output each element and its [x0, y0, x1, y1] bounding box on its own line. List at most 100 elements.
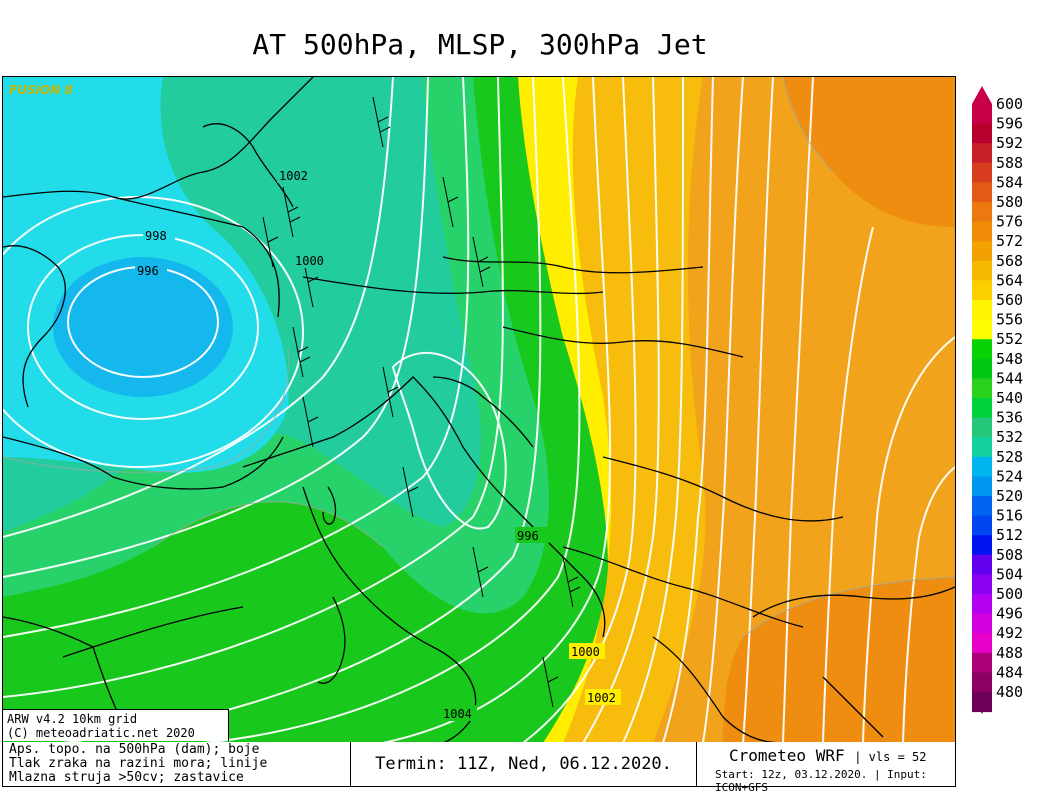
colorbar-label: 596	[996, 115, 1023, 133]
footer-brand-line: Crometeo WRF | vls = 52	[729, 746, 926, 765]
field-572-south	[723, 577, 955, 743]
colorbar-bin	[972, 260, 992, 281]
isobar-label-bg-1	[277, 167, 313, 183]
colorbar-bin	[972, 358, 992, 379]
footer-legend-line-1: Aps. topo. na 500hPa (dam); boje	[9, 742, 260, 757]
colorbar-bin	[972, 241, 992, 262]
colorbar-label: 512	[996, 526, 1023, 544]
colorbar-bin	[972, 417, 992, 438]
isobar-label-998: 998	[145, 229, 167, 243]
colorbar-label: 504	[996, 565, 1023, 583]
colorbar-label: 572	[996, 232, 1023, 250]
colorbar-bin	[972, 613, 992, 634]
model-info-box: ARW v4.2 10km grid (C) meteoadriatic.net…	[3, 709, 229, 741]
colorbar-bin	[972, 496, 992, 517]
colorbar-label: 500	[996, 585, 1023, 603]
colorbar-label: 480	[996, 683, 1023, 701]
isobar-label-bg-6	[569, 643, 605, 659]
isobars	[3, 77, 955, 743]
colorbar-bin	[972, 143, 992, 164]
isobar-label-1002-south: 1002	[587, 691, 616, 705]
colorbar-bin	[972, 594, 992, 615]
isobar-label-bg-2	[143, 227, 175, 243]
colorbar-bin	[972, 300, 992, 321]
model-info-line-2: (C) meteoadriatic.net 2020	[7, 726, 195, 740]
colorbar-bin	[972, 574, 992, 595]
height-contours	[3, 77, 955, 638]
isobar-label-bg-5	[515, 527, 549, 543]
isobar-label-1002: 1002	[279, 169, 308, 183]
colorbar-bin	[972, 535, 992, 556]
colorbar-bin	[972, 633, 992, 654]
footer-valid-time: Termin: 11Z, Ned, 06.12.2020.	[351, 742, 697, 786]
footer-legend-line-3: Mlazna struja >50cv; zastavice	[9, 770, 244, 785]
colorbar-bin	[972, 339, 992, 360]
footer-brand: Crometeo WRF	[729, 746, 845, 765]
fusion-badge: FUSION 8	[9, 83, 73, 97]
colorbar-label: 556	[996, 311, 1023, 329]
colorbar-label: 564	[996, 271, 1023, 289]
colorbar-bin	[972, 652, 992, 673]
colorbar-label: 548	[996, 350, 1023, 368]
colorbar-label: 584	[996, 173, 1023, 191]
colorbar-bin	[972, 456, 992, 477]
colorbar-label: 600	[996, 95, 1023, 113]
colorbar-label: 536	[996, 409, 1023, 427]
isobar-label-996: 996	[137, 264, 159, 278]
colorbar-bin	[972, 476, 992, 497]
colorbar-bin	[972, 515, 992, 536]
colorbar-bin	[972, 162, 992, 183]
footer-legend-line-2: Tlak zraka na razini mora; linije	[9, 756, 268, 771]
isobar-label-bg-7	[585, 689, 621, 705]
model-info-line-1: ARW v4.2 10km grid	[7, 712, 138, 726]
footer-model-info: Crometeo WRF | vls = 52 Start: 12z, 03.1…	[697, 742, 955, 794]
colorbar-bin	[972, 319, 992, 340]
map-canvas: 1002 998 996 1000 996 1000 1002 1004	[3, 77, 955, 743]
colorbar-label: 576	[996, 213, 1023, 231]
colorbar-label: 484	[996, 663, 1023, 681]
isobar-label-bg-3	[135, 262, 167, 278]
colorbar-label: 560	[996, 291, 1023, 309]
colorbar-bin	[972, 398, 992, 419]
coastlines	[3, 77, 955, 743]
footer: Aps. topo. na 500hPa (dam); boje Tlak zr…	[2, 742, 956, 794]
colorbar-top-arrow	[972, 86, 992, 104]
isobar-label-1000: 1000	[295, 254, 324, 268]
colorbar-bin	[972, 692, 992, 713]
colorbar-label: 544	[996, 369, 1023, 387]
isobar-label-1000-south: 1000	[571, 645, 600, 659]
colorbar-bin	[972, 123, 992, 144]
colorbar-label: 552	[996, 330, 1023, 348]
isobar-label-996-south: 996	[517, 529, 539, 543]
colorbar-bin	[972, 672, 992, 693]
colorbar-bins	[972, 104, 992, 713]
colorbar-label: 516	[996, 507, 1023, 525]
colorbar-label: 528	[996, 448, 1023, 466]
low-pressure-center	[53, 257, 233, 397]
colorbar-label: 540	[996, 389, 1023, 407]
colorbar-label: 592	[996, 134, 1023, 152]
colorbar-label: 580	[996, 193, 1023, 211]
colorbar-label: 488	[996, 644, 1023, 662]
colorbar-bin	[972, 202, 992, 223]
colorbar-bin	[972, 437, 992, 458]
footer-legend: Aps. topo. na 500hPa (dam); boje Tlak zr…	[3, 742, 351, 786]
colorbar-label: 508	[996, 546, 1023, 564]
colorbar-label: 524	[996, 467, 1023, 485]
colorbar-bin	[972, 221, 992, 242]
map-title: AT 500hPa, MLSP, 300hPa Jet	[252, 28, 708, 61]
isobar-label-1004: 1004	[443, 707, 472, 721]
isobar-labels: 1002 998 996 1000 996 1000 1002 1004	[135, 167, 621, 721]
jet-barbs	[262, 96, 581, 708]
weather-map: 1002 998 996 1000 996 1000 1002 1004 FUS…	[2, 76, 956, 744]
colorbar-label: 496	[996, 605, 1023, 623]
colorbar-label: 492	[996, 624, 1023, 642]
colorbar-bin	[972, 378, 992, 399]
colorbar-label: 588	[996, 154, 1023, 172]
colorbar-bin	[972, 554, 992, 575]
colorbar-bin	[972, 280, 992, 301]
isobar-label-bg-4	[293, 252, 329, 268]
colorbar-label: 532	[996, 428, 1023, 446]
